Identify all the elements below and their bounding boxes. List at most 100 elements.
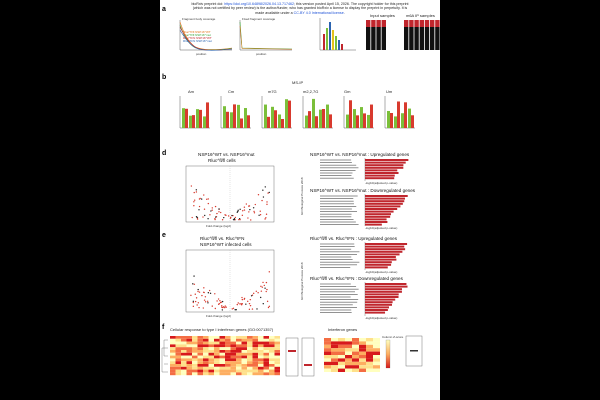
heatmap-cell [366, 355, 373, 359]
doi-link[interactable]: https://doi.org/10.64898/2026.04.13.7174… [224, 2, 294, 6]
heatmap-cell [175, 344, 181, 348]
msip-bar [315, 116, 318, 128]
heatmap-cell [214, 366, 220, 370]
volcano-point [198, 306, 200, 309]
volcano-point [203, 299, 206, 301]
heatmap-cell [274, 372, 280, 376]
msip-bar [387, 110, 390, 128]
go-term-label [320, 296, 351, 298]
go-term-label [320, 304, 353, 306]
stack-segment [419, 27, 424, 50]
heatmap-cell [208, 350, 214, 353]
go-bar [365, 210, 394, 213]
go-term-label [320, 251, 360, 253]
license-link[interactable]: CC-BY 4.0 International license [293, 10, 344, 15]
volcano-point [198, 205, 201, 208]
msip-bar [326, 104, 329, 128]
heatmap-cell [186, 364, 192, 367]
bar-axis-d-up: -log10(adjusted p-value) [365, 181, 398, 185]
go-term-label [320, 216, 352, 218]
header-text: ; this version posted April 15, 2026. Th… [293, 2, 409, 6]
volcano-point [207, 302, 209, 304]
paper-page: bioRxiv preprint doi: https://doi.org/10… [160, 0, 440, 400]
heatmap-cell [258, 347, 264, 350]
heatmap-cell [208, 358, 214, 362]
heatmap-cell [186, 338, 192, 342]
heatmap-cell [203, 366, 209, 370]
colorbar-label: Column Z-score [382, 335, 404, 339]
stack-segment [414, 20, 419, 27]
volcano-point [211, 209, 213, 211]
volcano-point [241, 298, 244, 301]
volcano-point [192, 283, 194, 285]
heatmap-cell [352, 365, 359, 369]
panel-label-a: a [162, 6, 166, 13]
heatmap-cell [197, 372, 203, 376]
heatmap-cell [352, 338, 359, 342]
go-term-label [320, 164, 357, 166]
volcano-point [195, 191, 198, 193]
volcano-point [251, 308, 254, 310]
stack-segment [419, 20, 424, 27]
heatmap-cell [170, 364, 176, 367]
volcano-point [197, 302, 200, 304]
heatmap-cell [258, 350, 264, 353]
heatmap-cell [252, 355, 258, 359]
heatmap-cell [366, 348, 373, 352]
volcano-point [256, 308, 258, 310]
volcano-point [221, 219, 224, 221]
heatmap-cell [225, 361, 231, 364]
heatmap-cell [258, 341, 264, 345]
heatmap-cell [230, 355, 236, 359]
heatmap-cell [258, 358, 264, 362]
heatmap-cell [352, 348, 359, 352]
heatmap-cell [345, 355, 352, 359]
heatmap-cell [203, 338, 209, 342]
volcano-point [249, 298, 252, 301]
heatmap-cell [258, 361, 264, 364]
volcano-d-xlabel: Fold change (log2) [206, 224, 232, 228]
heatmap-cell [230, 347, 236, 350]
volcano-point [239, 303, 241, 305]
msip-title: MS-IP [292, 80, 304, 85]
input-title: Input samples [370, 13, 395, 18]
volcano-point [243, 209, 246, 211]
heatmap-cell [324, 348, 331, 352]
heatmap-cell [258, 355, 264, 359]
go-term-label [320, 219, 354, 220]
go-term-label [320, 243, 355, 245]
heatmap-cell [225, 369, 231, 373]
msip-bar [206, 102, 209, 128]
heatmap-cell [338, 344, 345, 349]
go-bar [365, 177, 395, 180]
heatmap-cell [230, 358, 236, 362]
heatmap-cell [247, 372, 253, 376]
heatmap-cell [170, 344, 176, 348]
heatmap-cell [197, 350, 203, 353]
heatmap-cell [338, 338, 345, 342]
volcano-point [266, 201, 268, 203]
heatmap-cell [366, 365, 373, 369]
dendrogram-left [161, 339, 168, 373]
msip-bar [346, 114, 349, 128]
bar-axis-e-up: -log10(adjusted p-value) [365, 270, 398, 274]
heatmap-cell [208, 366, 214, 370]
go-bar [365, 288, 402, 291]
heatmap-cell [225, 341, 231, 345]
msip-bar [196, 109, 199, 128]
heatmap-cell [181, 355, 187, 359]
heatmap-cell [252, 347, 258, 350]
volcano-point [204, 214, 206, 217]
volcano-point [196, 304, 198, 306]
header-text: made available under a [255, 10, 294, 15]
heatmap-cell [331, 358, 338, 362]
stacked-bar-charts [366, 20, 440, 50]
go-bar [365, 205, 401, 208]
volcano-point [200, 198, 203, 200]
x-label-1: position [196, 52, 207, 56]
volcano-point [239, 218, 241, 221]
volcano-point [253, 292, 255, 295]
msip-bar [230, 112, 233, 128]
heatmap-cell [219, 347, 225, 350]
heatmap-cell [241, 341, 247, 345]
